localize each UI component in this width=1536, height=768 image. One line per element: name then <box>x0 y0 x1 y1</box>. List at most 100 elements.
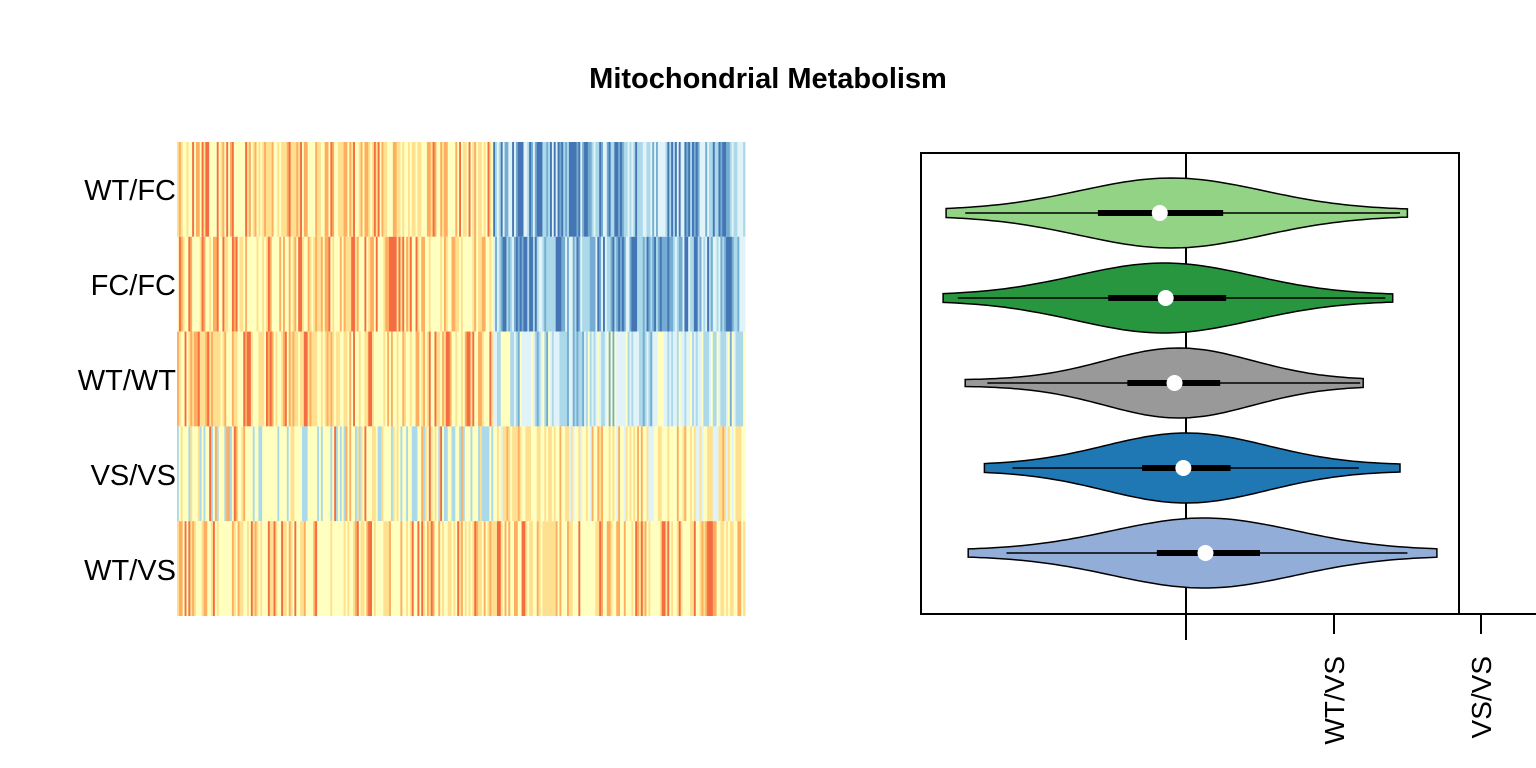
heatmap-cell <box>627 236 630 332</box>
heatmap-cell <box>201 521 204 616</box>
heatmap-cell <box>483 331 487 427</box>
heatmap-cell <box>421 142 424 237</box>
heatmap-cell <box>222 142 225 237</box>
heatmap-cell <box>519 426 522 522</box>
heatmap-cell <box>538 521 541 616</box>
heatmap-cell <box>731 142 735 237</box>
heatmap-cell <box>286 331 290 427</box>
heatmap-cell <box>271 426 274 522</box>
heatmap-cell <box>273 521 276 616</box>
heatmap-cell <box>506 236 509 332</box>
heatmap-cell <box>366 426 369 522</box>
heatmap-cell <box>640 331 644 427</box>
heatmap-cell <box>307 142 310 237</box>
heatmap-cell <box>496 521 500 616</box>
heatmap-cell <box>648 236 651 332</box>
heatmap-cell <box>661 236 664 332</box>
heatmap-cell <box>657 521 661 616</box>
heatmap-cell <box>203 142 206 237</box>
heatmap-cell <box>349 331 352 427</box>
heatmap-cell <box>669 426 672 522</box>
heatmap-cell <box>549 521 553 616</box>
heatmap-cell <box>722 236 725 332</box>
heatmap-cell <box>570 331 574 427</box>
heatmap-cell <box>262 426 265 522</box>
heatmap-cell <box>699 142 702 237</box>
heatmap-cell <box>468 331 471 427</box>
heatmap-cell <box>661 521 664 616</box>
heatmap-cell <box>379 331 382 427</box>
heatmap-cell <box>551 521 555 616</box>
heatmap-cell <box>739 521 742 616</box>
heatmap-cell <box>549 142 553 237</box>
heatmap-cell <box>549 331 553 427</box>
heatmap-cell <box>237 236 240 332</box>
heatmap-cell <box>710 331 714 427</box>
heatmap-cell <box>504 521 507 616</box>
row-label-wt-wt: WT/WT <box>78 365 177 397</box>
heatmap-cell <box>580 331 583 427</box>
heatmap-cell <box>512 142 515 237</box>
heatmap-cell <box>633 331 636 427</box>
heatmap-cell <box>385 426 388 522</box>
heatmap-cell <box>347 236 350 332</box>
heatmap-cell <box>332 142 335 237</box>
heatmap-cell <box>623 521 627 616</box>
heatmap-cell <box>226 521 229 616</box>
heatmap-cell <box>646 521 649 616</box>
heatmap-cell <box>648 142 651 237</box>
heatmap-cell <box>504 236 507 332</box>
heatmap-cell <box>250 142 254 237</box>
heatmap-cell <box>688 236 691 332</box>
heatmap-cell <box>247 521 250 616</box>
heatmap-cell <box>525 142 528 237</box>
heatmap-cell <box>741 142 744 237</box>
heatmap-cell <box>504 331 507 427</box>
heatmap-cell <box>220 521 223 616</box>
heatmap-cell <box>714 142 717 237</box>
heatmap-cell <box>635 236 638 332</box>
heatmap-cell <box>271 236 274 332</box>
heatmap-cell <box>487 426 490 522</box>
heatmap-cell <box>248 426 252 522</box>
heatmap-cell <box>621 331 625 427</box>
heatmap-cell <box>462 331 466 427</box>
heatmap-cell <box>519 142 522 237</box>
heatmap-cell <box>614 236 617 332</box>
heatmap-cell <box>186 236 189 332</box>
heatmap-cell <box>311 331 314 427</box>
heatmap-cell <box>707 331 710 427</box>
heatmap-cell <box>603 331 606 427</box>
heatmap-cell <box>667 236 670 332</box>
heatmap-cell <box>347 331 350 427</box>
heatmap-cell <box>722 521 725 616</box>
heatmap-cell <box>248 331 252 427</box>
heatmap-cell <box>470 426 473 522</box>
heatmap-cell <box>642 236 646 332</box>
heatmap-cell <box>709 142 712 237</box>
heatmap-cell <box>678 142 682 237</box>
heatmap-cell <box>432 236 435 332</box>
heatmap-cell <box>216 142 220 237</box>
heatmap-cell <box>589 142 593 237</box>
heatmap-cell <box>326 331 329 427</box>
heatmap-cell <box>353 142 356 237</box>
heatmap-cell <box>182 236 185 332</box>
heatmap-cell <box>567 331 570 427</box>
heatmap-cell <box>347 142 350 237</box>
heatmap-cell <box>553 142 557 237</box>
heatmap-cell <box>250 521 254 616</box>
heatmap-cell <box>529 426 532 522</box>
heatmap-cell <box>303 426 307 522</box>
heatmap-cell <box>284 521 288 616</box>
heatmap-cell <box>565 331 568 427</box>
heatmap-cell <box>330 331 333 427</box>
heatmap-cell <box>536 142 540 237</box>
heatmap-cell <box>697 331 700 427</box>
heatmap-cell <box>336 521 339 616</box>
heatmap-cell <box>682 331 685 427</box>
heatmap-cell <box>576 142 579 237</box>
heatmap-cell <box>606 331 610 427</box>
heatmap-cell <box>540 426 543 522</box>
heatmap-cell <box>178 426 182 522</box>
